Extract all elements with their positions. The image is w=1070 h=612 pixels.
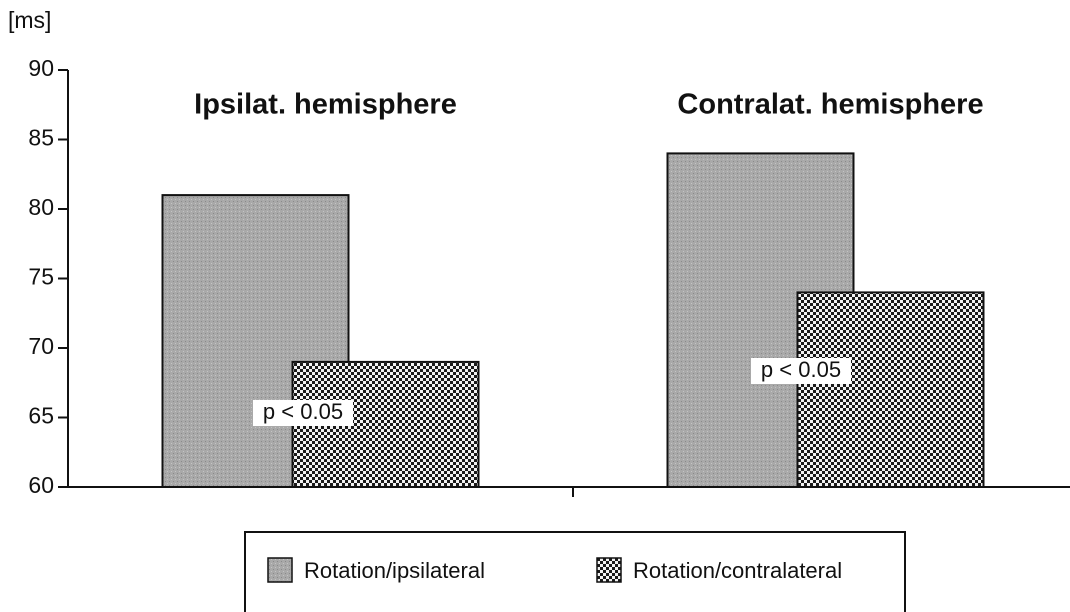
legend-swatch <box>267 557 293 583</box>
y-tick-label: 65 <box>28 403 54 429</box>
legend-box <box>244 531 906 612</box>
y-tick-label: 60 <box>28 472 54 498</box>
annotation: p < 0.05 <box>263 399 343 424</box>
y-tick-label: 75 <box>28 264 54 290</box>
annotation-box <box>253 400 353 426</box>
y-axis-label: [ms] <box>8 7 51 33</box>
bar <box>796 291 985 488</box>
legend-swatch <box>596 557 622 583</box>
annotation: p < 0.05 <box>761 357 841 382</box>
y-tick-label: 70 <box>28 333 54 359</box>
category-label: Ipsilat. hemisphere <box>194 89 457 121</box>
annotation-box <box>751 358 851 384</box>
category-label-box <box>636 84 1025 126</box>
y-tick-label: 85 <box>28 125 54 151</box>
y-tick-label: 80 <box>28 194 54 220</box>
category-label: Contralat. hemisphere <box>677 89 983 121</box>
category-label-box <box>158 84 493 126</box>
y-tick-label: 90 <box>28 55 54 81</box>
legend-label: Rotation/contralateral <box>633 558 842 583</box>
legend-label: Rotation/ipsilateral <box>304 558 485 583</box>
